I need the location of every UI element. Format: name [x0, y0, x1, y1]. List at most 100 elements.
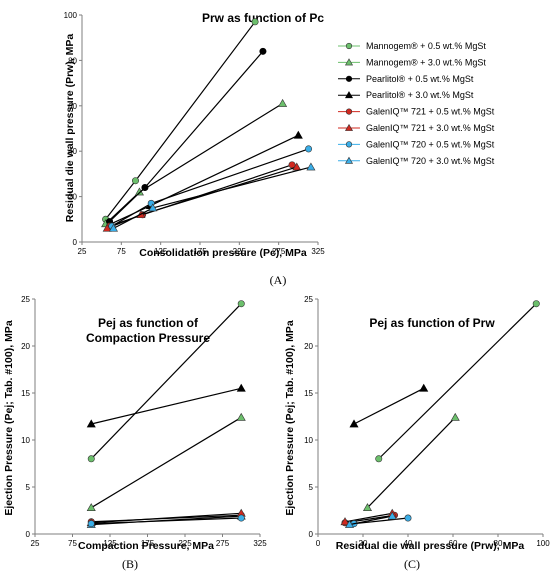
chart-a-x-tick-label: 175	[193, 247, 207, 256]
chart-b-xlabel: Compaction Pressure, MPa	[78, 540, 214, 552]
legend-item-1-label: Mannogem® + 0.5 wt.% MgSt	[366, 41, 486, 51]
chart-a-series-6-point	[292, 162, 302, 171]
chart-c-y-tick-label: 0	[309, 530, 314, 539]
chart-a-series-8-point	[148, 203, 158, 212]
chart-c-series-6-line	[353, 517, 409, 525]
chart-c-y-tick-label: 25	[304, 295, 313, 304]
legend-item-5-label: GalenIQ™ 721 + 0.5 wt.% MgSt	[366, 107, 495, 117]
chart-b-x-tick-label: 75	[68, 539, 77, 548]
chart-a-series-3-point	[259, 47, 267, 55]
chart-c-x-tick-label: 0	[316, 539, 321, 548]
legend-item-6-marker	[344, 123, 354, 131]
chart-c-xlabel: Residual die wall pressure (Prw), MPa	[336, 540, 525, 552]
chart-a-x-tick-label: 225	[233, 247, 247, 256]
chart-c-series-7-line	[349, 515, 393, 526]
chart-b-series-2-point	[236, 412, 246, 421]
chart-b-y-tick-label: 15	[21, 389, 30, 398]
legend-item-7-label: GalenIQ™ 720 + 0.5 wt.% MgSt	[366, 139, 495, 149]
chart-a-y-tick-label: 40	[68, 147, 77, 156]
chart-a-y-tick-label: 80	[68, 56, 77, 65]
chart-c-series-3-point	[419, 383, 429, 392]
chart-a-series-1-line	[105, 21, 256, 220]
chart-a-series-4-point	[293, 130, 303, 139]
chart-c-x-tick-label: 100	[536, 539, 550, 548]
chart-b-x-tick-label: 325	[253, 539, 267, 548]
legend-item-4-label: Pearlitol® + 3.0 wt.% MgSt	[366, 90, 474, 100]
legend-item-4-marker	[344, 91, 354, 99]
chart-a-y-tick-label: 100	[64, 11, 78, 20]
chart-c-x-tick-label: 80	[494, 539, 503, 548]
chart-panel-c: Pej as function of Prw Residual die wall…	[284, 295, 550, 571]
chart-b-title-line-2: Compaction Pressure	[86, 331, 210, 345]
chart-c-y-tick-label: 5	[309, 483, 314, 492]
panel-label-c: (C)	[404, 557, 420, 571]
chart-a-y-tick-label: 60	[68, 102, 77, 111]
legend-item-5-marker	[345, 108, 353, 115]
chart-b-x-tick-label: 225	[178, 539, 192, 548]
chart-b-x-tick-label: 275	[216, 539, 230, 548]
chart-panel-a: Prw as function of Pc Consolidation pres…	[64, 11, 495, 287]
chart-c-y-tick-label: 20	[304, 342, 313, 351]
chart-c-series-7-point	[344, 519, 355, 528]
chart-a-series-8-point	[108, 223, 118, 232]
chart-a-series-3-line	[109, 50, 264, 223]
chart-a-x-tick-label: 75	[117, 247, 126, 256]
chart-c-y-tick-label: 15	[304, 389, 313, 398]
chart-c-series-2-point	[362, 503, 373, 511]
chart-c-series-1-line	[378, 303, 537, 460]
legend-item-3-marker	[345, 75, 353, 82]
chart-c-x-tick-label: 40	[404, 539, 413, 548]
chart-b-series-2-line	[90, 416, 242, 509]
chart-c-series-1-point	[532, 300, 540, 308]
legend-item-8-marker	[344, 156, 354, 164]
chart-b-ylabel: Ejection Pressure (Pej; Tab. #100), MPa	[3, 320, 15, 515]
chart-a-series-2-point	[278, 98, 288, 107]
chart-b-series-7-point	[237, 514, 245, 522]
chart-b-y-tick-label: 10	[21, 436, 30, 445]
chart-b-x-tick-label: 175	[141, 539, 155, 548]
chart-a-series-1-point	[251, 18, 259, 26]
chart-c-title: Pej as function of Prw	[369, 316, 495, 330]
chart-b-y-tick-label: 25	[21, 295, 30, 304]
legend-item-6-label: GalenIQ™ 721 + 3.0 wt.% MgSt	[366, 123, 495, 133]
chart-c-series-3-point	[349, 419, 359, 428]
chart-b-series-3-point	[86, 419, 96, 428]
chart-a-series-7-point	[305, 145, 313, 153]
legend-item-8-label: GalenIQ™ 720 + 3.0 wt.% MgSt	[366, 156, 495, 166]
chart-b-series-6-line	[91, 512, 242, 524]
chart-b-title-line-1: Pej as function of	[98, 316, 199, 330]
chart-b-series-1-point	[237, 300, 245, 308]
chart-a-x-tick-label: 275	[272, 247, 286, 256]
chart-a-x-tick-label: 25	[78, 247, 87, 256]
chart-b-x-tick-label: 25	[31, 539, 40, 548]
chart-a-x-tick-label: 125	[154, 247, 168, 256]
chart-b-series-3-point	[236, 383, 246, 392]
legend-item-2-marker	[344, 58, 354, 66]
chart-c-series-3-line	[353, 387, 425, 425]
chart-b-y-tick-label: 5	[26, 483, 31, 492]
chart-c-series-5-point	[340, 517, 350, 526]
chart-b-series-1-point	[87, 455, 95, 463]
legend-item-7-marker	[345, 141, 353, 148]
chart-a-y-tick-label: 20	[68, 193, 77, 202]
legend-item-3-label: Pearlitol® + 0.5 wt.% MgSt	[366, 74, 474, 84]
chart-a-series-6-line	[106, 166, 297, 229]
chart-c-x-tick-label: 60	[449, 539, 458, 548]
legend-item-1-marker	[345, 42, 353, 50]
chart-c-ylabel: Ejection Pressure (Pej; Tab. #100), MPa	[284, 320, 296, 515]
chart-b-series-7-line	[91, 517, 242, 525]
chart-a-x-tick-label: 325	[311, 247, 325, 256]
chart-c-y-tick-label: 10	[304, 436, 313, 445]
chart-a-title: Prw as function of Pc	[202, 11, 324, 25]
chart-c-x-tick-label: 20	[359, 539, 368, 548]
chart-a-series-1-point	[131, 177, 139, 185]
chart-b-y-tick-label: 0	[26, 530, 31, 539]
panel-label-a: (A)	[270, 273, 287, 287]
chart-c-series-6-point	[404, 514, 412, 522]
panel-label-b: (B)	[122, 557, 138, 571]
chart-a-series-2-line	[105, 103, 283, 225]
chart-a-ylabel: Residual die wall pressure (Prw), MPa	[64, 34, 76, 223]
chart-b-y-tick-label: 20	[21, 342, 30, 351]
legend-item-2-label: Mannogem® + 3.0 wt.% MgSt	[366, 57, 486, 67]
